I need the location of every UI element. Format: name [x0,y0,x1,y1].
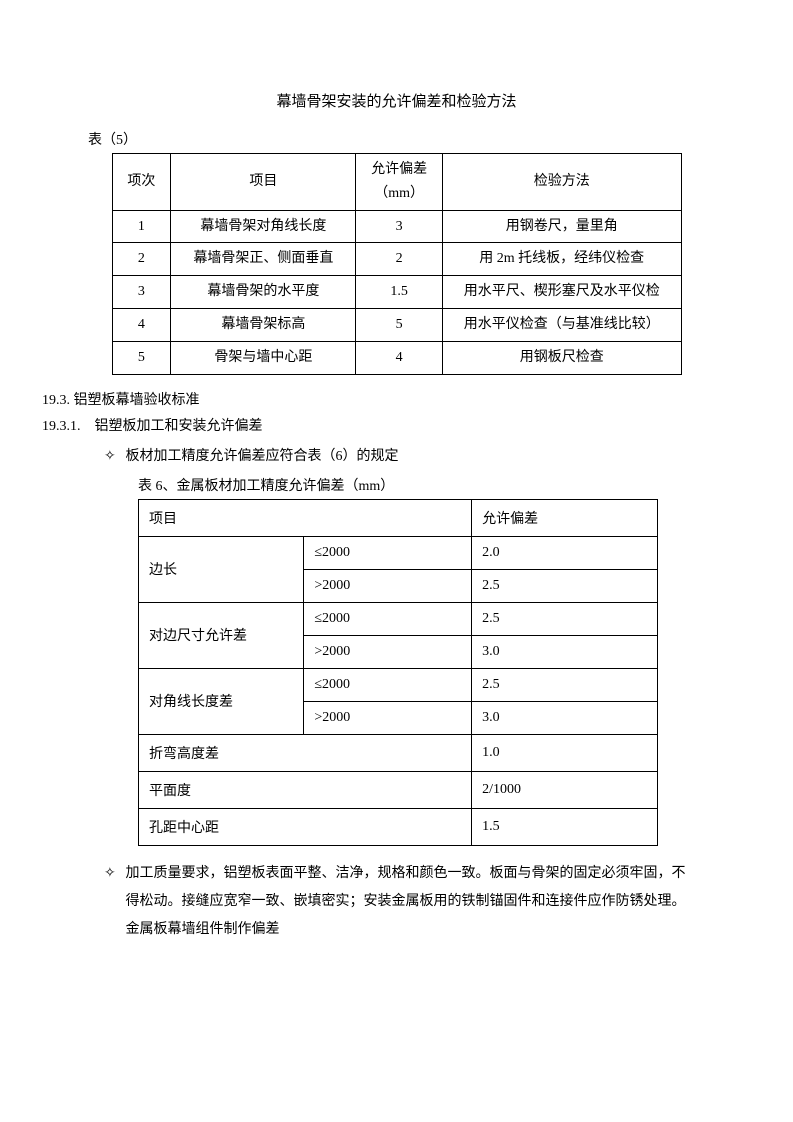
cell-method: 用钢卷尺，量里角 [442,210,681,243]
cell-idx: 5 [112,341,171,374]
table-row: 1 幕墙骨架对角线长度 3 用钢卷尺，量里角 [112,210,681,243]
diamond-icon: ✧ [104,860,122,888]
table-row: 4 幕墙骨架标高 5 用水平仪检查（与基准线比较） [112,308,681,341]
cell-item: 骨架与墙中心距 [171,341,356,374]
table6-label: 表 6、金属板材加工精度允许偏差（mm） [138,475,723,495]
cell-idx: 2 [112,243,171,276]
cell-item: 折弯高度差 [139,734,472,771]
cell-item: 平面度 [139,771,472,808]
cell-method: 用水平仪检查（与基准线比较） [442,308,681,341]
cell-method: 用 2m 托线板，经纬仪检查 [442,243,681,276]
cell-tol: 2.5 [472,602,658,635]
table5: 项次 项目 允许偏差（mm） 检验方法 1 幕墙骨架对角线长度 3 用钢卷尺，量… [112,153,682,375]
cell-method: 用钢板尺检查 [442,341,681,374]
cell-item: 对角线长度差 [139,668,304,734]
table-row: 2 幕墙骨架正、侧面垂直 2 用 2m 托线板，经纬仪检查 [112,243,681,276]
th-item: 项目 [139,499,472,536]
cell-tol: 2.5 [472,569,658,602]
table-row: 平面度 2/1000 [139,771,658,808]
cell-item: 孔距中心距 [139,808,472,845]
table-row: 对边尺寸允许差 ≤2000 2.5 [139,602,658,635]
section-19-3: 19.3. 铝塑板幕墙验收标准 [42,389,723,409]
bullet-2-text: 加工质量要求，铝塑板表面平整、洁净，规格和颜色一致。板面与骨架的固定必须牢固，不… [126,860,686,944]
table6-header-row: 项目 允许偏差 [139,499,658,536]
cell-item: 对边尺寸允许差 [139,602,304,668]
cell-tol: 1.5 [472,808,658,845]
table-row: 折弯高度差 1.0 [139,734,658,771]
cell-tol: 4 [356,341,443,374]
cell-idx: 1 [112,210,171,243]
cell-sub: ≤2000 [304,668,472,701]
cell-idx: 4 [112,308,171,341]
cell-sub: >2000 [304,701,472,734]
cell-sub: ≤2000 [304,536,472,569]
cell-tol: 3.0 [472,635,658,668]
cell-tol: 2.0 [472,536,658,569]
cell-item: 幕墙骨架标高 [171,308,356,341]
cell-idx: 3 [112,276,171,309]
table-row: 3 幕墙骨架的水平度 1.5 用水平尺、楔形塞尺及水平仪检 [112,276,681,309]
cell-sub: ≤2000 [304,602,472,635]
cell-sub: >2000 [304,569,472,602]
cell-tol: 3.0 [472,701,658,734]
cell-method: 用水平尺、楔形塞尺及水平仪检 [442,276,681,309]
cell-tol: 2.5 [472,668,658,701]
cell-tol: 2/1000 [472,771,658,808]
diamond-icon: ✧ [104,448,122,465]
th-method: 检验方法 [442,154,681,211]
table6: 项目 允许偏差 边长 ≤2000 2.0 >2000 2.5 对边尺寸允许差 ≤… [138,499,658,846]
table-row: 边长 ≤2000 2.0 [139,536,658,569]
cell-item: 边长 [139,536,304,602]
table-row: 对角线长度差 ≤2000 2.5 [139,668,658,701]
th-idx: 项次 [112,154,171,211]
cell-tol: 3 [356,210,443,243]
cell-item: 幕墙骨架正、侧面垂直 [171,243,356,276]
cell-tol: 1.5 [356,276,443,309]
table5-header-row: 项次 项目 允许偏差（mm） 检验方法 [112,154,681,211]
bullet-1-text: 板材加工精度允许偏差应符合表（6）的规定 [126,449,399,464]
table-row: 5 骨架与墙中心距 4 用钢板尺检查 [112,341,681,374]
section-19-3-1: 19.3.1. 铝塑板加工和安装允许偏差 [42,415,723,435]
th-tol: 允许偏差（mm） [356,154,443,211]
bullet-1: ✧ 板材加工精度允许偏差应符合表（6）的规定 [104,445,723,465]
table5-label: 表（5） [88,129,723,149]
th-item: 项目 [171,154,356,211]
cell-item: 幕墙骨架的水平度 [171,276,356,309]
cell-tol: 5 [356,308,443,341]
cell-sub: >2000 [304,635,472,668]
th-tol: 允许偏差 [472,499,658,536]
cell-tol: 1.0 [472,734,658,771]
bullet-2: ✧ 加工质量要求，铝塑板表面平整、洁净，规格和颜色一致。板面与骨架的固定必须牢固… [104,860,723,944]
cell-item: 幕墙骨架对角线长度 [171,210,356,243]
cell-tol: 2 [356,243,443,276]
table-row: 孔距中心距 1.5 [139,808,658,845]
page-title: 幕墙骨架安装的允许偏差和检验方法 [70,90,723,111]
